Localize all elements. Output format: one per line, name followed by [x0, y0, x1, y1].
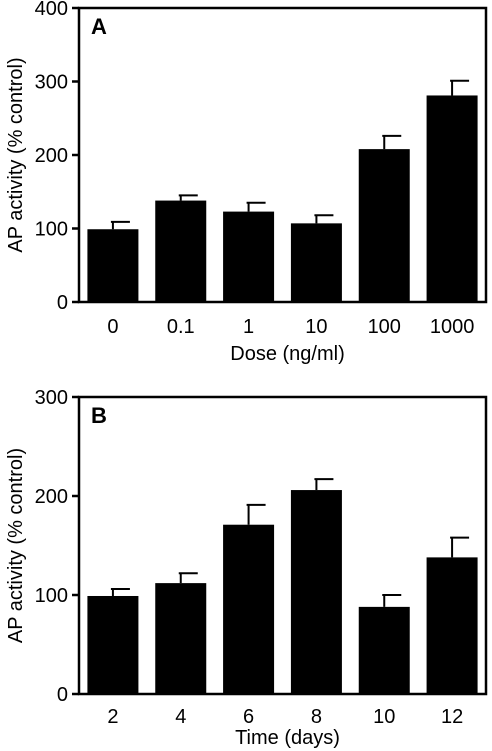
x-tick-label: 6 — [243, 706, 254, 728]
x-tick-label: 10 — [305, 316, 327, 338]
plot-frame — [77, 395, 488, 696]
bar-0 — [87, 229, 139, 302]
chart-panel-a: 0 100 200 300 400 0 0.1 1 10 100 1000 A Dose (ng/ml)… — [5, 0, 488, 365]
y-tick-label: 300 — [35, 387, 68, 409]
y-axis-label: AP activity (% control) — [5, 57, 27, 252]
x-tick-label: 1000 — [430, 316, 475, 338]
x-tick-label: 100 — [368, 316, 401, 338]
x-tick-label: 1 — [243, 316, 254, 338]
panel-label: A — [91, 14, 107, 39]
bar-1000 — [426, 95, 478, 302]
y-tick-label: 200 — [35, 486, 68, 508]
plot-frame — [77, 6, 488, 304]
x-axis-label: Dose (ng/ml) — [230, 343, 344, 365]
bar-4 — [155, 583, 207, 694]
x-tick-label: 4 — [175, 706, 186, 728]
x-tick-label: 0.1 — [167, 316, 195, 338]
y-tick-label: 0 — [57, 684, 68, 706]
x-tick-label: 8 — [311, 706, 322, 728]
y-tick-label: 300 — [35, 72, 68, 94]
x-tick-label: 12 — [441, 706, 463, 728]
bar-8 — [290, 490, 342, 694]
bar-0.1 — [155, 200, 207, 302]
bar-10 — [358, 606, 410, 694]
y-tick-label: 400 — [35, 0, 68, 20]
y-tick-label: 100 — [35, 219, 68, 241]
y-tick-label: 100 — [35, 585, 68, 607]
x-tick-label: 10 — [373, 706, 395, 728]
bar-12 — [426, 557, 478, 694]
y-tick-label: 200 — [35, 145, 68, 167]
x-tick-label: 0 — [107, 316, 118, 338]
bar-2 — [87, 595, 139, 694]
y-tick-label: 0 — [57, 292, 68, 314]
bar-1 — [223, 211, 275, 302]
panel-label: B — [91, 403, 107, 428]
x-tick-label: 2 — [107, 706, 118, 728]
bar-10 — [290, 223, 342, 302]
bar-100 — [358, 149, 410, 302]
bar-6 — [223, 524, 275, 694]
chart-panel-b: 0 100 200 300 2 4 6 8 10 12 B Time (days) AP activit… — [5, 387, 488, 749]
x-axis-label: Time (days) — [235, 727, 340, 749]
y-axis-label: AP activity (% control) — [5, 448, 27, 643]
